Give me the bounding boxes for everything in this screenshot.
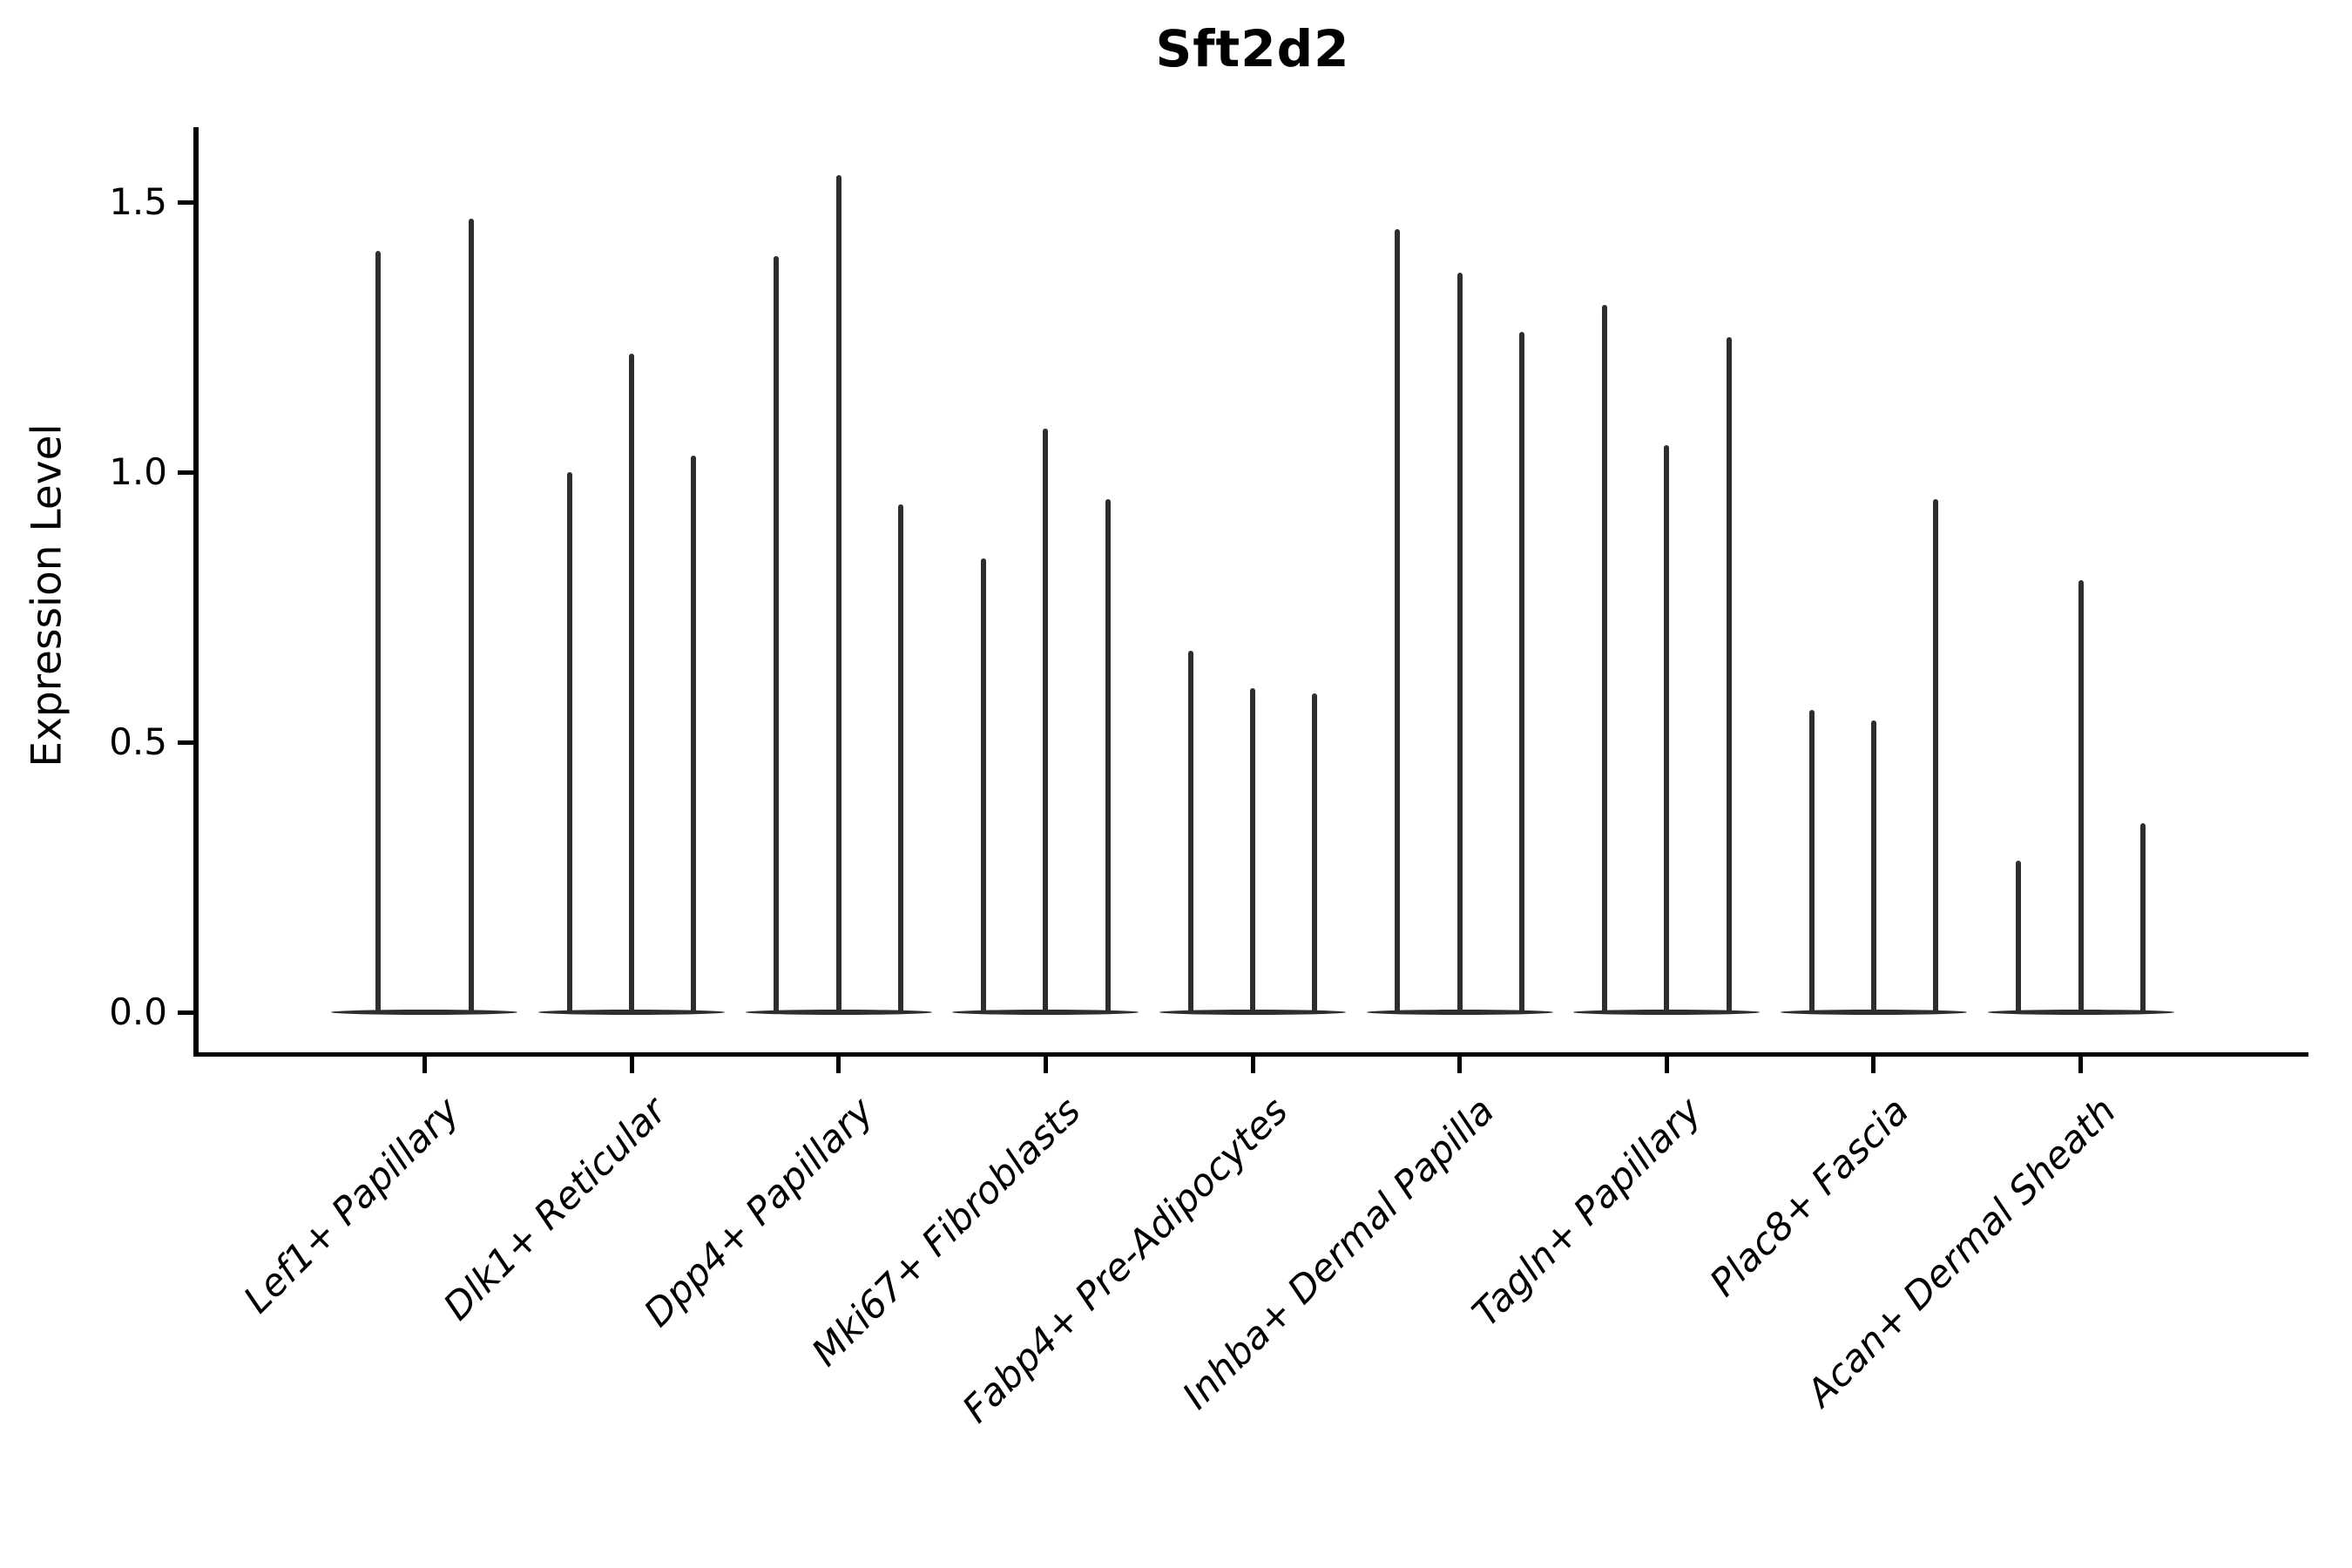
violin-spike [2078, 580, 2084, 1014]
violin-spike [1808, 709, 1815, 1014]
violin-spike [835, 175, 841, 1014]
chart-title: Sft2d2 [1155, 19, 1350, 78]
violin-spike [2016, 861, 2022, 1014]
violin-spike [1395, 229, 1401, 1014]
x-tick-mark [2078, 1054, 2084, 1073]
violin-spike [691, 456, 697, 1014]
x-tick-mark [629, 1054, 634, 1073]
x-tick-mark [836, 1054, 841, 1073]
x-tick-label: Dpp4+ Papillary [636, 1089, 882, 1336]
violin-spike [1726, 337, 1732, 1014]
x-tick-mark [422, 1054, 427, 1073]
violin-spike [566, 472, 572, 1014]
x-tick-label: Tagln+ Papillary [1463, 1089, 1711, 1335]
x-tick-mark [1250, 1054, 1255, 1073]
violin-spike [1664, 445, 1670, 1014]
x-tick-label: Lef1+ Papillary [235, 1089, 469, 1322]
y-axis-line [193, 127, 199, 1057]
violin-spike [629, 353, 635, 1014]
y-tick-mark [178, 1010, 197, 1015]
x-tick-mark [1871, 1054, 1876, 1073]
violin-spike [1602, 304, 1607, 1014]
x-tick-label: Plac8+ Fascia [1701, 1089, 1917, 1306]
x-tick-label: Dlk1+ Reticular [435, 1089, 676, 1329]
y-tick-label: 1.5 [109, 180, 167, 223]
x-tick-mark [1043, 1054, 1048, 1073]
y-tick-label: 1.0 [109, 450, 167, 493]
violin-spike [981, 558, 987, 1014]
violin-spike [1870, 720, 1876, 1014]
y-tick-mark [178, 740, 197, 745]
y-tick-mark [178, 199, 197, 205]
y-tick-mark [178, 470, 197, 475]
violin-spike [1933, 499, 1939, 1014]
violin-spike [898, 504, 903, 1014]
violin-spike [1250, 688, 1255, 1014]
violin-spike [774, 256, 780, 1014]
y-tick-label: 0.5 [109, 720, 167, 763]
violin-spike [468, 218, 474, 1014]
violin-base [331, 1010, 518, 1015]
x-tick-mark [1664, 1054, 1669, 1073]
violin-spike [1187, 650, 1193, 1014]
violin-spike [2139, 823, 2146, 1014]
violin-spike [1043, 429, 1049, 1014]
violin-spike [1456, 272, 1463, 1014]
y-tick-label: 0.0 [109, 990, 167, 1033]
x-tick-mark [1457, 1054, 1463, 1073]
y-axis-label: Expression Level [23, 423, 71, 767]
violin-spike [375, 250, 381, 1014]
violin-spike [1312, 693, 1318, 1014]
violin-spike [1105, 499, 1111, 1014]
violin-spike [1518, 331, 1524, 1014]
